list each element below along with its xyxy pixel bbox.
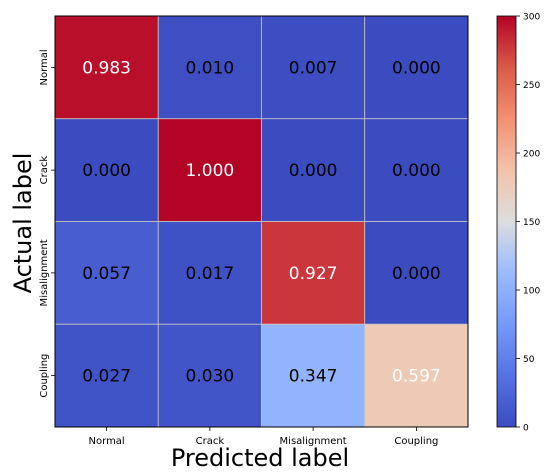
cell-value-label: 0.000 (392, 161, 441, 181)
colorbar-tick-label: 50 (523, 355, 535, 365)
x-tick-label: Crack (196, 436, 225, 447)
heatmap-cell (364, 323, 469, 428)
x-tick-label: Misalignment (280, 436, 347, 447)
heatmap-cell-labels: 0.983 0.010 0.007 0.000 0.000 1.000 0.000 0.000… (82, 58, 440, 386)
cell-value-label: 1.000 (186, 161, 235, 181)
x-tick-label: Coupling (394, 436, 438, 447)
cell-value-label: 0.057 (82, 264, 131, 284)
y-tick-label: Coupling (39, 354, 50, 398)
colorbar-tick-label: 150 (523, 218, 540, 228)
cell-value-label: 0.017 (186, 264, 235, 284)
colorbar-gradient (496, 15, 517, 428)
colorbar-tick-label: 100 (523, 287, 540, 297)
heatmap-cell (157, 323, 262, 428)
y-tick-label: Crack (39, 156, 50, 185)
cell-value-label: 0.000 (392, 58, 441, 78)
cell-value-label: 0.983 (82, 58, 131, 78)
x-axis-ticks: Normal Crack Misalignment Coupling (89, 427, 438, 447)
cell-value-label: 0.027 (82, 367, 131, 387)
colorbar-tick-label: 250 (523, 81, 540, 91)
cell-value-label: 0.927 (289, 264, 338, 284)
heatmap-cell (364, 15, 469, 120)
cell-value-label: 0.597 (392, 367, 441, 387)
cell-value-label: 0.030 (186, 367, 235, 387)
cell-value-label: 0.347 (289, 367, 338, 387)
plot-frame (54, 15, 469, 428)
colorbar-tick-label: 0 (523, 424, 529, 434)
heatmap-cell (261, 323, 366, 428)
heatmap-cell (364, 221, 469, 325)
cell-value-label: 0.000 (82, 161, 131, 181)
heatmap-cell (157, 15, 262, 120)
heatmap-cells (54, 15, 469, 428)
heatmap-cell (157, 118, 262, 222)
colorbar: 0 50 100 150 200 250 300 (496, 13, 540, 434)
y-tick-label: Misalignment (39, 239, 50, 306)
heatmap-cell (157, 221, 262, 325)
cell-value-label: 0.010 (186, 58, 235, 78)
cell-value-label: 0.007 (289, 58, 338, 78)
heatmap-cell (364, 118, 469, 222)
heatmap-cell (54, 15, 159, 120)
colorbar-tick-label: 300 (523, 13, 540, 23)
y-axis-ticks: Normal Crack Misalignment Coupling (39, 49, 55, 398)
cell-value-label: 0.000 (289, 161, 338, 181)
colorbar-tick-label: 200 (523, 150, 540, 160)
x-axis-title: Predicted label (171, 444, 349, 472)
heatmap-cell (54, 323, 159, 428)
cell-value-label: 0.000 (392, 264, 441, 284)
x-tick-label: Normal (89, 436, 125, 447)
heatmap-cell (54, 118, 159, 222)
y-axis-title: Actual label (9, 153, 37, 294)
y-tick-label: Normal (39, 49, 50, 85)
